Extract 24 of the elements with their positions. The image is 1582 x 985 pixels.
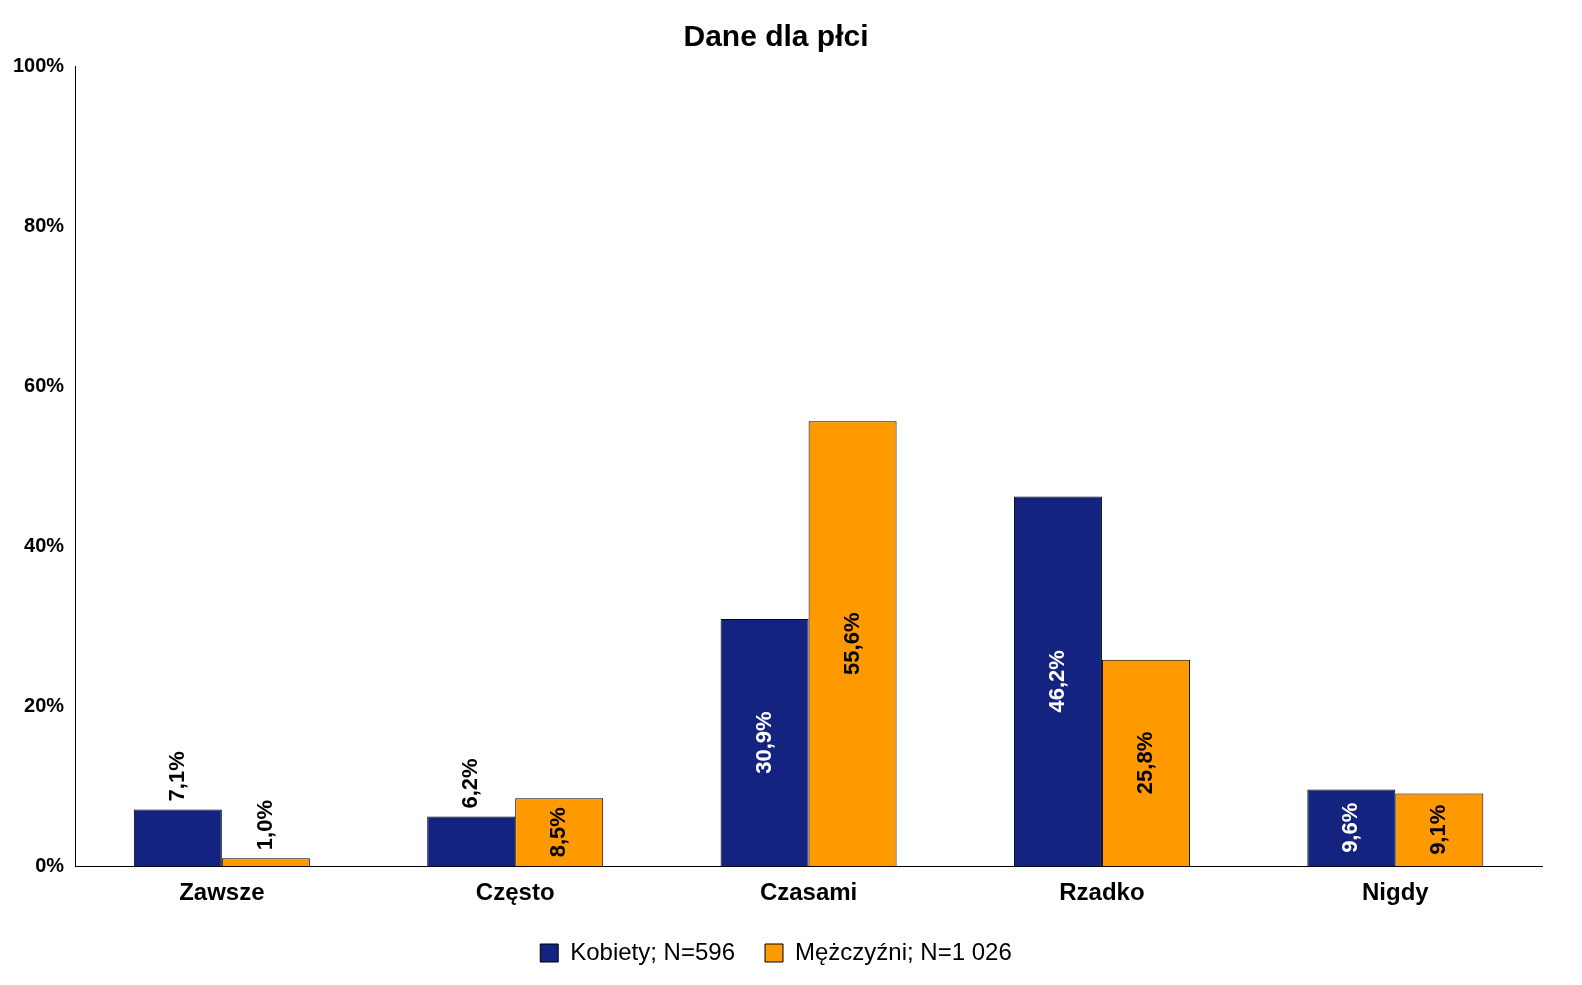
data-label: 6,2% (457, 758, 483, 809)
y-tick-label: 40% (24, 533, 65, 556)
data-label: 30,9% (750, 711, 776, 774)
legend-label: Mężczyźni; N=1 026 (795, 937, 1012, 965)
x-tick-label: Rzadko (1059, 878, 1145, 906)
data-label: 9,6% (1337, 802, 1363, 853)
y-tick-label: 80% (24, 213, 65, 236)
x-tick-label: Często (475, 878, 555, 906)
x-tick-label: Nigdy (1361, 878, 1430, 906)
y-tick-label: 100% (13, 53, 65, 76)
x-tick-label: Zawsze (179, 878, 265, 906)
data-label: 8,5% (545, 807, 571, 858)
legend-label: Kobiety; N=596 (570, 937, 736, 965)
x-tick-label: Czasami (759, 878, 858, 906)
data-label: 7,1% (163, 751, 189, 802)
y-tick-label: 20% (24, 693, 65, 716)
data-label: 55,6% (838, 612, 864, 675)
data-label: 25,8% (1132, 731, 1158, 795)
data-label: 46,2% (1044, 650, 1069, 713)
y-tick-label: 0% (35, 853, 65, 876)
chart-title: Dane dla płci (683, 19, 869, 53)
y-tick-label: 60% (24, 373, 65, 396)
data-label: 9,1% (1425, 804, 1451, 855)
data-label: 1,0% (251, 800, 277, 851)
